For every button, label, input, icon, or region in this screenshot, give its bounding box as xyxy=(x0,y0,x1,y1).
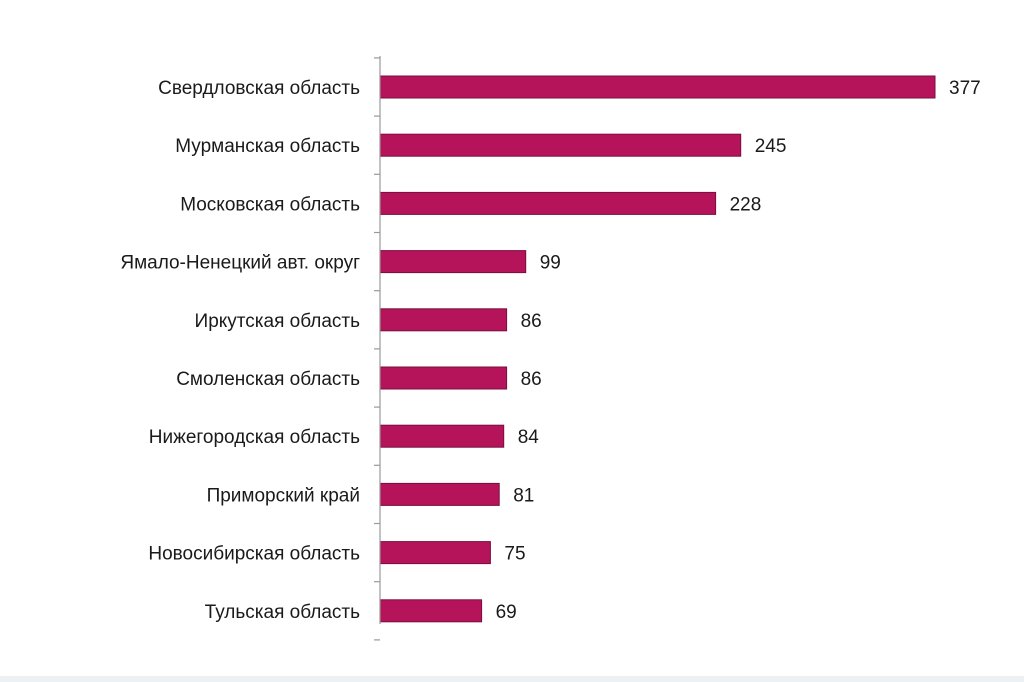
category-label: Новосибирская область xyxy=(148,544,360,565)
bars-layer xyxy=(379,75,936,623)
value-label: 228 xyxy=(730,194,762,215)
value-label: 84 xyxy=(518,427,540,448)
value-label: 86 xyxy=(521,311,542,332)
category-label: Смоленская область xyxy=(176,369,360,390)
value-labels: 377 245 228 99 86 86 84 81 75 69 xyxy=(496,78,981,623)
category-label: Мурманская область xyxy=(175,136,360,157)
value-label: 99 xyxy=(540,253,561,274)
bottom-strip xyxy=(0,676,1024,682)
value-label: 69 xyxy=(496,602,517,623)
y-axis xyxy=(374,56,381,641)
category-label: Приморский край xyxy=(207,485,360,506)
bar xyxy=(379,366,508,390)
category-label: Иркутская область xyxy=(195,311,361,332)
bar xyxy=(379,133,742,157)
value-label: 245 xyxy=(755,136,787,157)
category-label: Свердловская область xyxy=(158,78,360,99)
category-label: Нижегородская область xyxy=(149,427,360,448)
category-label: Тульская область xyxy=(205,602,360,623)
value-label: 81 xyxy=(513,485,534,506)
value-label: 75 xyxy=(504,544,525,565)
bar xyxy=(379,482,500,506)
category-labels: Свердловская область Мурманская область Мо… xyxy=(120,78,360,623)
bar xyxy=(379,191,717,215)
category-label: Московская область xyxy=(180,194,360,215)
bar xyxy=(379,250,527,274)
value-label: 86 xyxy=(521,369,542,390)
bar xyxy=(379,75,936,99)
value-label: 377 xyxy=(949,78,981,99)
bar xyxy=(379,424,505,448)
bar xyxy=(379,308,508,332)
bar xyxy=(379,541,491,565)
bar xyxy=(379,599,483,623)
category-label: Ямало-Ненецкий авт. округ xyxy=(120,253,360,274)
